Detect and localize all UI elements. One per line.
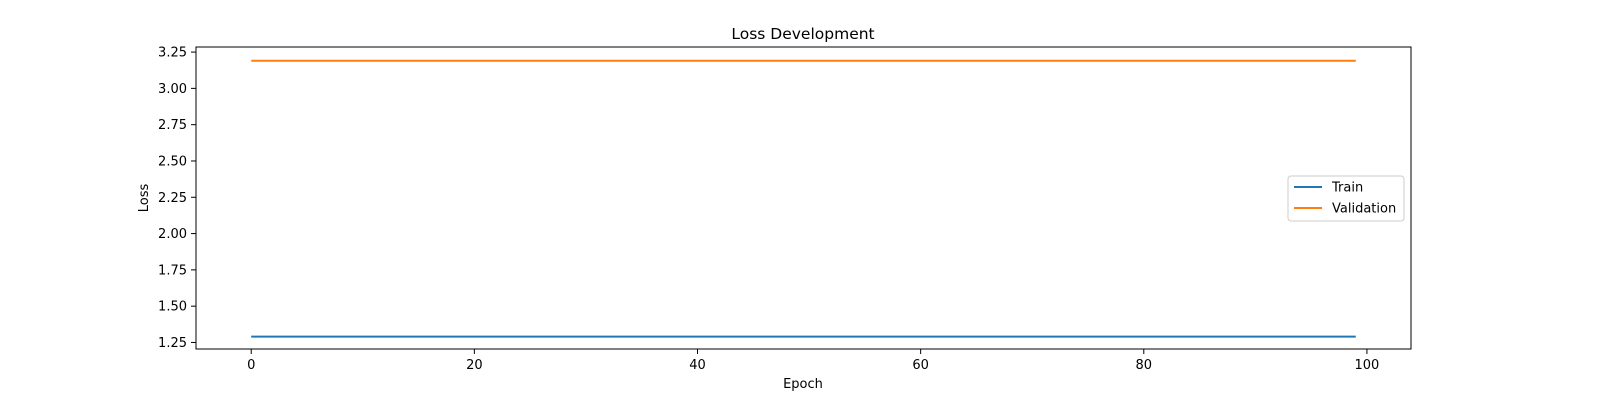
series-layer (251, 59, 1356, 338)
legend-label-validation: Validation (1332, 202, 1396, 217)
chart-title: Loss Development (731, 25, 874, 43)
y-tick-label: 2.75 (158, 118, 187, 133)
legend: Train Validation (1287, 175, 1405, 222)
y-axis-label: Loss (137, 184, 152, 213)
x-tick-label: 100 (1355, 358, 1380, 373)
y-tick-label: 1.25 (158, 336, 187, 351)
x-axis-label: Epoch (783, 377, 823, 392)
x-tick-label: 80 (1136, 358, 1153, 373)
y-tick-label: 2.00 (158, 227, 187, 242)
legend-items: Train Validation (1294, 181, 1396, 217)
y-tick-label: 1.75 (158, 263, 187, 278)
x-tick-label: 60 (912, 358, 929, 373)
y-axis: 1.25 1.50 1.75 2.00 2.25 2.50 2.75 3.00 3.25 (158, 46, 196, 351)
y-tick-label: 3.25 (158, 46, 187, 61)
y-tick-label: 3.00 (158, 82, 187, 97)
y-tick-label: 1.50 (158, 300, 187, 315)
y-tick-label: 2.50 (158, 154, 187, 169)
plot-frame (195, 46, 1412, 350)
legend-label-train: Train (1331, 181, 1363, 196)
x-axis: 0 20 40 60 80 100 (247, 349, 1379, 373)
x-tick-label: 0 (247, 358, 255, 373)
y-tick-label: 2.25 (158, 191, 187, 206)
x-tick-label: 40 (689, 358, 706, 373)
x-tick-label: 20 (466, 358, 483, 373)
